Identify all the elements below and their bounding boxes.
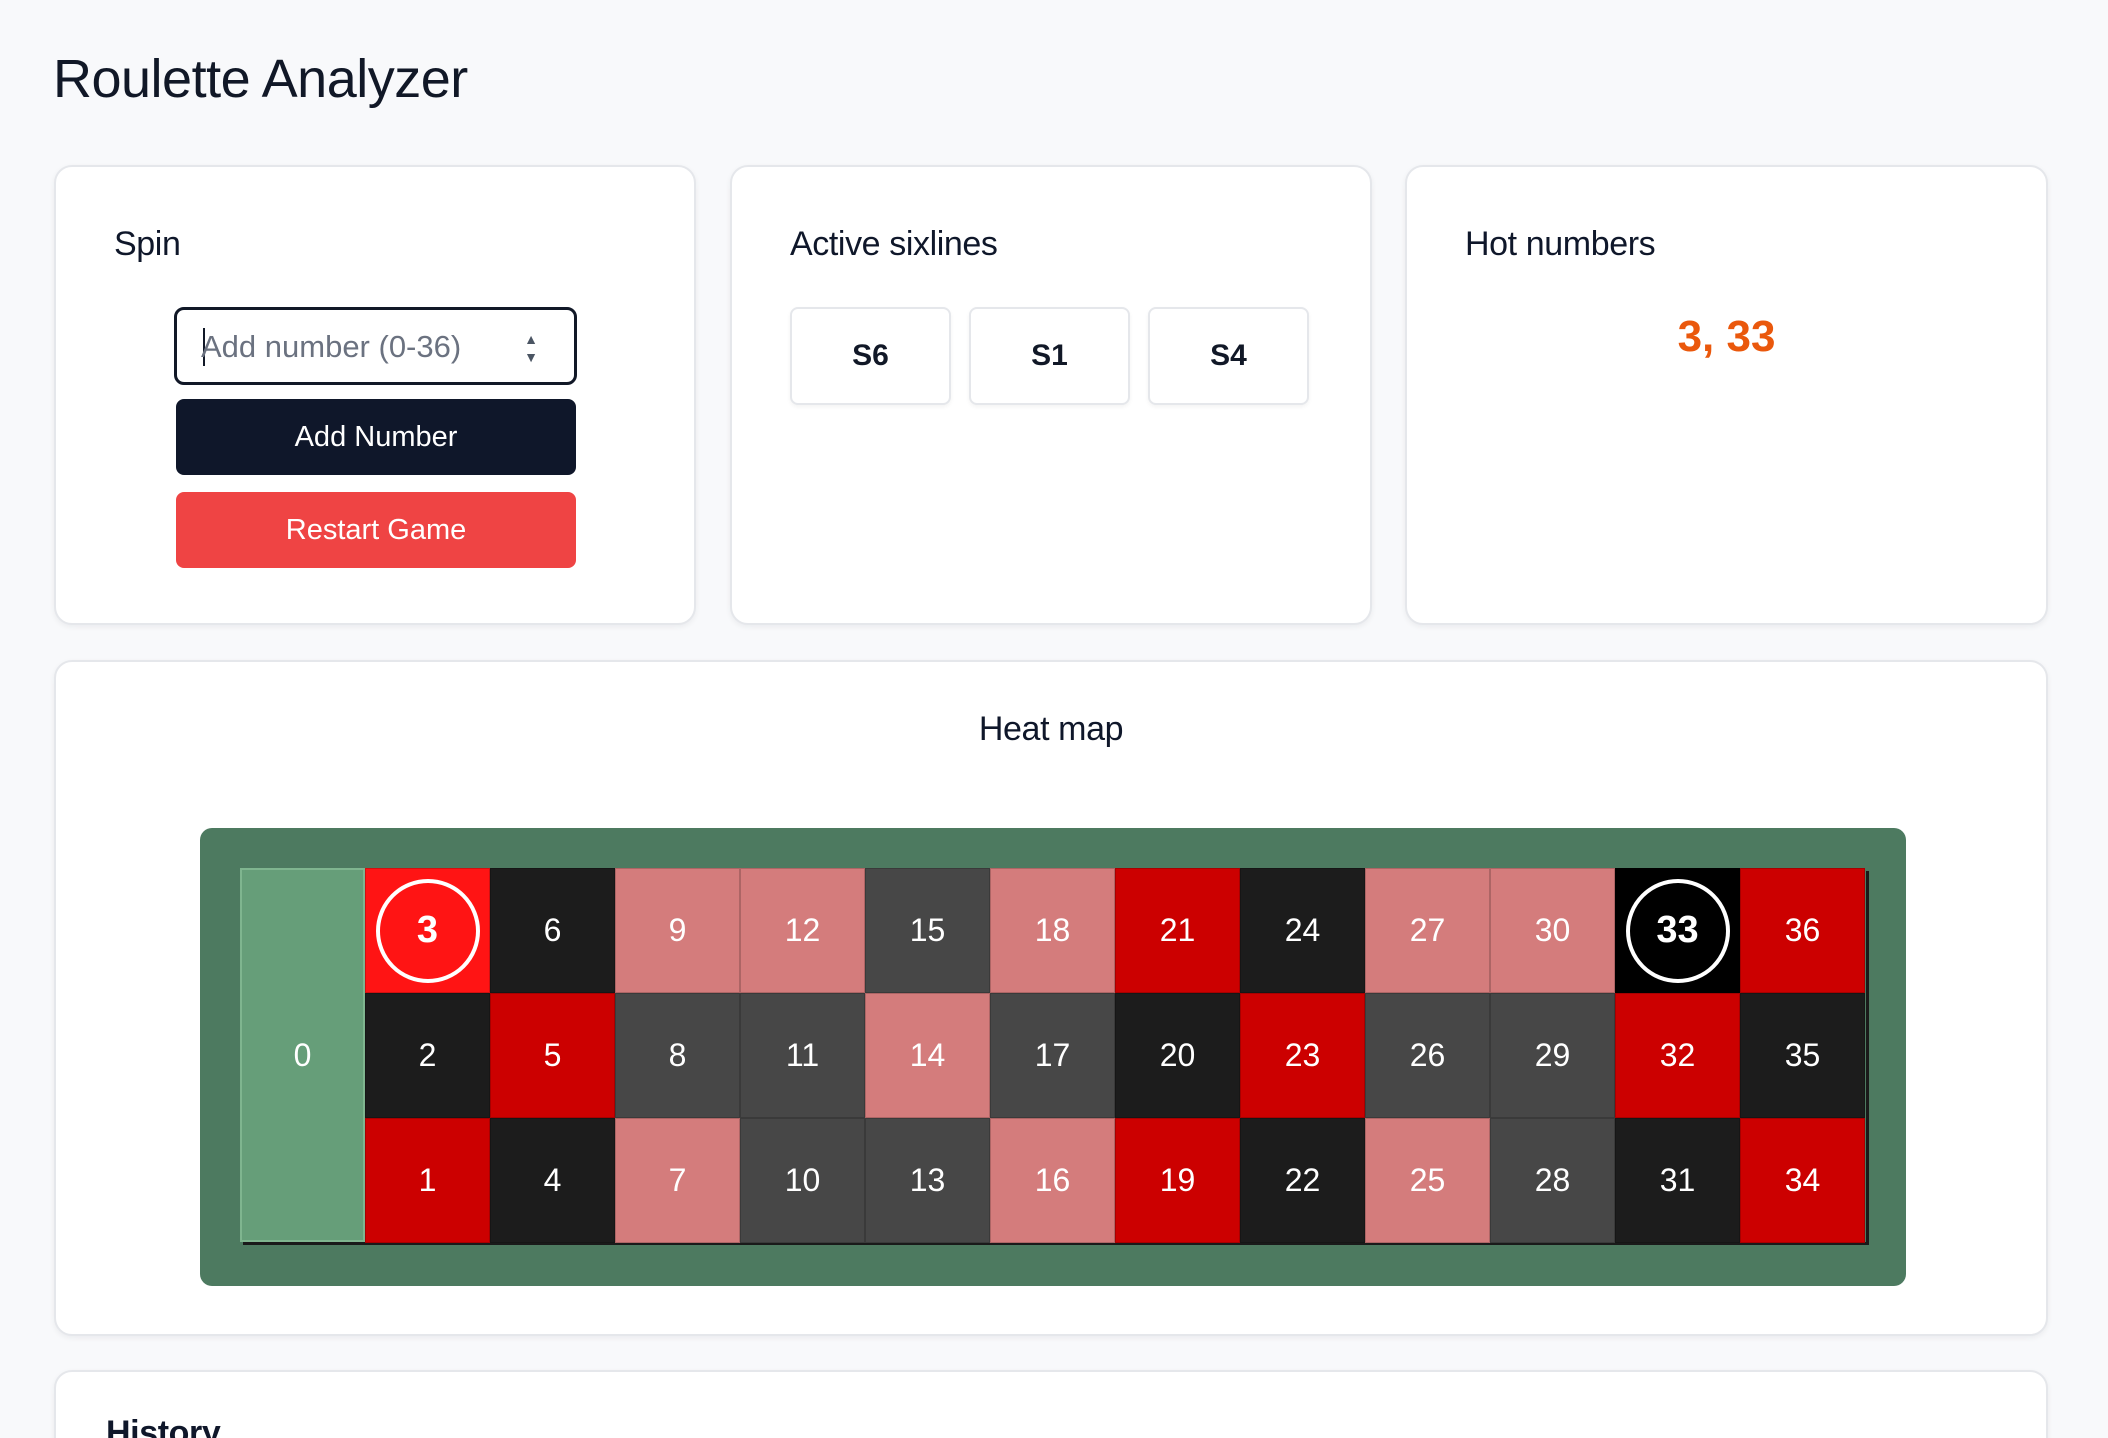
number-input[interactable] — [201, 322, 501, 372]
number-stepper[interactable]: ▲ ▼ — [516, 330, 546, 366]
number-cell-30[interactable]: 30 — [1490, 868, 1615, 993]
sixline-chip[interactable]: S4 — [1148, 307, 1309, 405]
stepper-up-icon[interactable]: ▲ — [524, 331, 538, 347]
number-cell-10[interactable]: 10 — [740, 1118, 865, 1243]
number-cell-9[interactable]: 9 — [615, 868, 740, 993]
number-cell-6[interactable]: 6 — [490, 868, 615, 993]
active-sixlines-card: Active sixlines S6 S1 S4 — [730, 165, 1372, 625]
heat-map-card: Heat map 0 3 6 9 12 15 18 21 24 27 30 33 36 2 5 8 11 14 1… — [54, 660, 2048, 1336]
spin-card-title: Spin — [114, 225, 181, 263]
number-cell-4[interactable]: 4 — [490, 1118, 615, 1243]
number-input-wrapper[interactable]: ▲ ▼ — [174, 307, 577, 385]
number-cell-22[interactable]: 22 — [1240, 1118, 1365, 1243]
stepper-down-icon[interactable]: ▼ — [524, 349, 538, 365]
number-cell-11[interactable]: 11 — [740, 993, 865, 1118]
number-cell-33[interactable]: 33 — [1615, 868, 1740, 993]
number-cell-12[interactable]: 12 — [740, 868, 865, 993]
add-number-button[interactable]: Add Number — [176, 399, 576, 475]
number-cell-28[interactable]: 28 — [1490, 1118, 1615, 1243]
number-cell-23[interactable]: 23 — [1240, 993, 1365, 1118]
number-cell-8[interactable]: 8 — [615, 993, 740, 1118]
sixlines-card-title: Active sixlines — [790, 225, 998, 263]
number-cell-17[interactable]: 17 — [990, 993, 1115, 1118]
number-cell-15[interactable]: 15 — [865, 868, 990, 993]
number-cell-24[interactable]: 24 — [1240, 868, 1365, 993]
hot-numbers-values: 3, 33 — [1677, 312, 1776, 361]
number-cell-29[interactable]: 29 — [1490, 993, 1615, 1118]
number-cell-2[interactable]: 2 — [365, 993, 490, 1118]
restart-game-button[interactable]: Restart Game — [176, 492, 576, 568]
roulette-table-felt: 0 3 6 9 12 15 18 21 24 27 30 33 36 2 5 8 11 14 17 20 23 26 29… — [200, 828, 1906, 1286]
history-title: History — [106, 1414, 221, 1438]
number-cell-19[interactable]: 19 — [1115, 1118, 1240, 1243]
spin-card: Spin ▲ ▼ Add Number Restart Game — [54, 165, 696, 625]
number-cell-25[interactable]: 25 — [1365, 1118, 1490, 1243]
number-cell-32[interactable]: 32 — [1615, 993, 1740, 1118]
number-cell-20[interactable]: 20 — [1115, 993, 1240, 1118]
number-cell-31[interactable]: 31 — [1615, 1118, 1740, 1243]
sixline-chip[interactable]: S6 — [790, 307, 951, 405]
history-card: History — [54, 1370, 2048, 1438]
roulette-board: 0 3 6 9 12 15 18 21 24 27 30 33 36 2 5 8 11 14 17 20 23 26 29… — [240, 868, 1866, 1243]
sixline-list: S6 S1 S4 — [790, 307, 1309, 405]
heat-map-title: Heat map — [978, 710, 1124, 748]
hot-number-ring: 3 — [375, 878, 480, 983]
sixline-chip[interactable]: S1 — [969, 307, 1130, 405]
page-title: Roulette Analyzer — [53, 49, 468, 109]
number-cell-16[interactable]: 16 — [990, 1118, 1115, 1243]
number-cell-35[interactable]: 35 — [1740, 993, 1865, 1118]
number-cell-18[interactable]: 18 — [990, 868, 1115, 993]
number-cell-27[interactable]: 27 — [1365, 868, 1490, 993]
number-cell-5[interactable]: 5 — [490, 993, 615, 1118]
hot-number-ring: 33 — [1625, 878, 1730, 983]
number-cell-13[interactable]: 13 — [865, 1118, 990, 1243]
hot-numbers-card: Hot numbers 3, 33 — [1405, 165, 2048, 625]
number-cell-1[interactable]: 1 — [365, 1118, 490, 1243]
hot-numbers-title: Hot numbers — [1465, 225, 1656, 263]
number-cell-14[interactable]: 14 — [865, 993, 990, 1118]
number-cell-36[interactable]: 36 — [1740, 868, 1865, 993]
number-cell-26[interactable]: 26 — [1365, 993, 1490, 1118]
number-cell-0[interactable]: 0 — [240, 868, 365, 1242]
number-cell-3[interactable]: 3 — [365, 868, 490, 993]
number-cell-34[interactable]: 34 — [1740, 1118, 1865, 1243]
number-cell-21[interactable]: 21 — [1115, 868, 1240, 993]
number-cell-7[interactable]: 7 — [615, 1118, 740, 1243]
